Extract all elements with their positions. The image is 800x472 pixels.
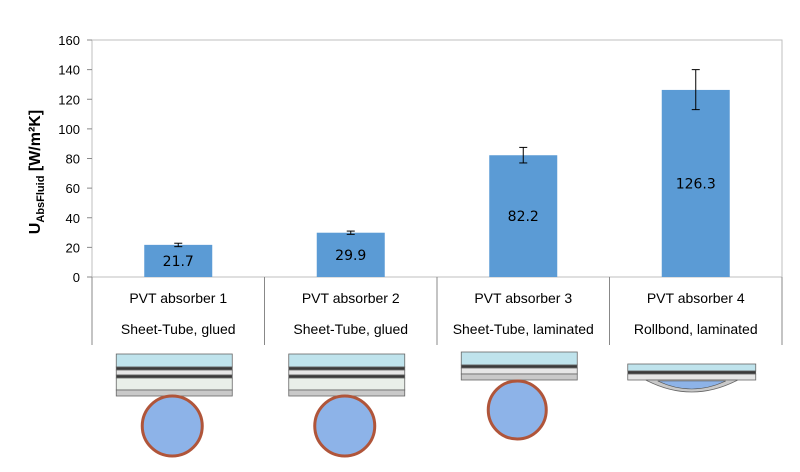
y-axis-label: UAbsFluid [W/m²K] bbox=[27, 110, 47, 234]
absorber-layer bbox=[627, 373, 757, 381]
encapsulant-layer bbox=[460, 367, 578, 375]
category-description: Sheet-Tube, laminated bbox=[453, 321, 594, 337]
cross-section-1 bbox=[115, 353, 233, 458]
bar bbox=[661, 89, 730, 277]
cross-section-2 bbox=[288, 353, 406, 458]
plot-area: 0 20 40 60 80 100 120 140 160 21.7 29.9 82.2 126.3 bbox=[58, 33, 783, 345]
fluid-channel-icon bbox=[657, 380, 726, 390]
y-tick-label: 140 bbox=[58, 63, 80, 78]
bar bbox=[489, 155, 558, 277]
category-description: Rollbond, laminated bbox=[634, 321, 758, 337]
bar bbox=[144, 244, 213, 277]
category-description: Sheet-Tube, glued bbox=[293, 321, 408, 337]
cross-section-4 bbox=[627, 363, 757, 393]
category-labels: PVT absorber 1 Sheet-Tube, glued PVT absor… bbox=[121, 290, 758, 337]
backsheet-layer bbox=[288, 374, 406, 379]
tube-icon bbox=[313, 394, 377, 458]
cross-section-drawings bbox=[115, 351, 757, 458]
data-label: 82.2 bbox=[508, 209, 539, 225]
y-label-unit: [W/m²K] bbox=[27, 110, 44, 176]
encapsulant-layer bbox=[288, 369, 406, 376]
error-bar bbox=[519, 146, 528, 164]
pv-cell-layer bbox=[460, 364, 578, 369]
error-bar bbox=[691, 69, 700, 111]
glass-layer bbox=[460, 351, 578, 366]
data-label: 29.9 bbox=[335, 248, 366, 264]
absorber-layer bbox=[288, 377, 406, 391]
data-label: 21.7 bbox=[163, 254, 194, 270]
y-tick-label: 40 bbox=[66, 211, 80, 226]
cross-section-3 bbox=[460, 351, 578, 441]
category-name: PVT absorber 1 bbox=[129, 290, 227, 306]
glass-layer bbox=[627, 363, 757, 372]
tube-icon bbox=[140, 394, 204, 458]
data-label: 126.3 bbox=[676, 176, 716, 192]
bar bbox=[316, 232, 385, 277]
y-tick-label: 0 bbox=[73, 270, 80, 285]
pv-cell-layer bbox=[288, 366, 406, 371]
category-name: PVT absorber 4 bbox=[647, 290, 745, 306]
y-tick-label: 120 bbox=[58, 92, 80, 107]
category-description: Sheet-Tube, glued bbox=[121, 321, 236, 337]
y-label-main: U bbox=[27, 223, 44, 235]
encapsulant-layer bbox=[115, 369, 233, 376]
glass-layer bbox=[115, 353, 233, 368]
y-tick-label: 160 bbox=[58, 33, 80, 48]
pv-cell-layer bbox=[115, 366, 233, 371]
category-name: PVT absorber 2 bbox=[302, 290, 400, 306]
category-name: PVT absorber 3 bbox=[474, 290, 572, 306]
error-bar bbox=[174, 242, 183, 248]
pv-cell-layer bbox=[627, 370, 757, 375]
absorber-layer bbox=[115, 377, 233, 391]
tube-icon bbox=[486, 379, 548, 441]
y-label-subscript: AbsFluid bbox=[35, 176, 47, 223]
glass-layer bbox=[288, 353, 406, 368]
y-tick-label: 80 bbox=[66, 152, 80, 167]
absorber-layer bbox=[460, 373, 578, 381]
error-bar bbox=[346, 230, 355, 235]
y-tick-label: 20 bbox=[66, 240, 80, 255]
y-tick-label: 60 bbox=[66, 181, 80, 196]
backsheet-layer bbox=[115, 374, 233, 379]
y-tick-label: 100 bbox=[58, 122, 80, 137]
